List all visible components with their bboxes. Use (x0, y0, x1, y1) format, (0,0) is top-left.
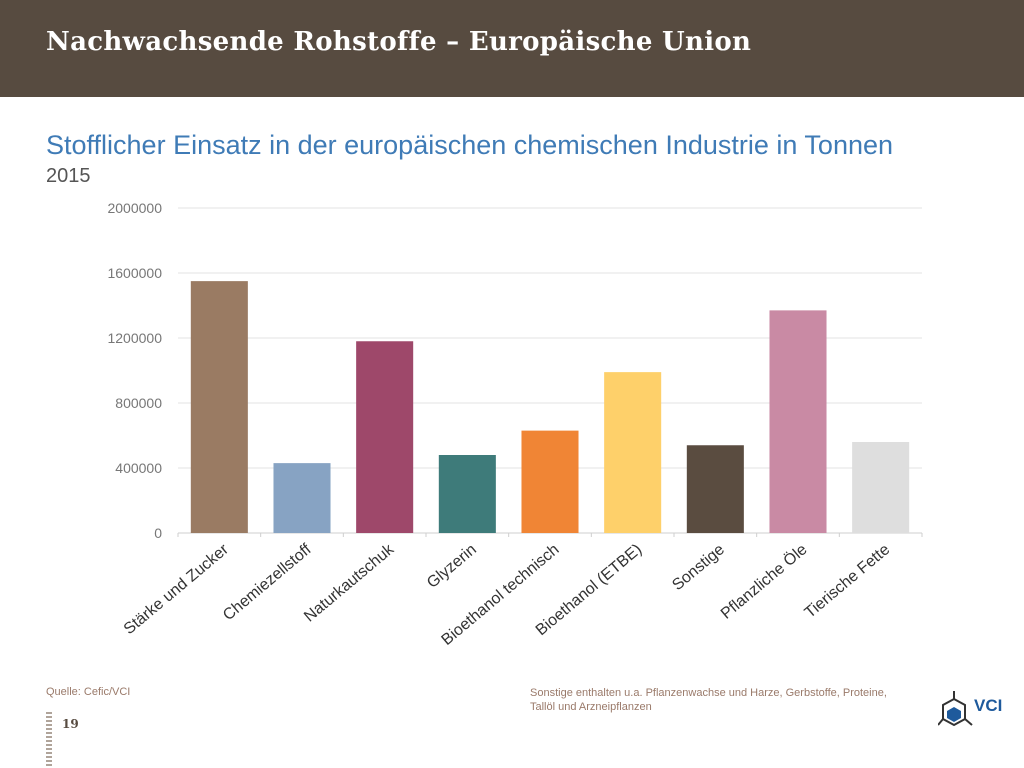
x-tick-label: Sonstige (669, 541, 728, 594)
y-tick-label: 1200000 (107, 330, 162, 346)
chart-subtitle: 2015 (46, 165, 91, 187)
bar (852, 442, 910, 533)
bar (769, 310, 827, 533)
chart-title: Stofflicher Einsatz in der europäischen … (46, 130, 894, 160)
bar (686, 445, 744, 533)
vci-logo: VCI (938, 689, 1010, 735)
x-tick-label: Stärke und Zucker (121, 541, 233, 638)
x-tick-label: Glyzerin (424, 541, 480, 592)
bar (438, 455, 496, 533)
source-text: Quelle: Cefic/VCI (46, 686, 131, 698)
bar (190, 281, 248, 533)
x-tick-label: Tierische Fette (802, 541, 894, 622)
bar-chart: 0 400000 800000 1200000 1600000 2000000 Stärke… (107, 200, 923, 649)
header-bar: Nachwachsende Rohstoffe – Europäische Un… (0, 0, 1024, 97)
y-tick-label: 0 (154, 525, 162, 541)
bar (356, 341, 414, 533)
svg-text:VCI: VCI (974, 696, 1002, 715)
footnote-text: Sonstige enthalten u.a. Pflanzenwachse u… (530, 687, 887, 713)
x-tick-label: Naturkautschuk (301, 540, 398, 625)
bar (273, 463, 331, 533)
y-tick-label: 400000 (115, 460, 162, 476)
x-tick-label: Pflanzliche Öle (717, 540, 810, 622)
y-tick-label: 1600000 (107, 265, 162, 281)
y-tick-label: 2000000 (107, 200, 162, 216)
decorative-dots (46, 712, 52, 768)
y-tick-label: 800000 (115, 395, 162, 411)
bar (521, 430, 579, 533)
bar (604, 372, 662, 533)
page-number: 19 (62, 717, 79, 731)
page-title: Nachwachsende Rohstoffe – Europäische Un… (46, 27, 752, 57)
